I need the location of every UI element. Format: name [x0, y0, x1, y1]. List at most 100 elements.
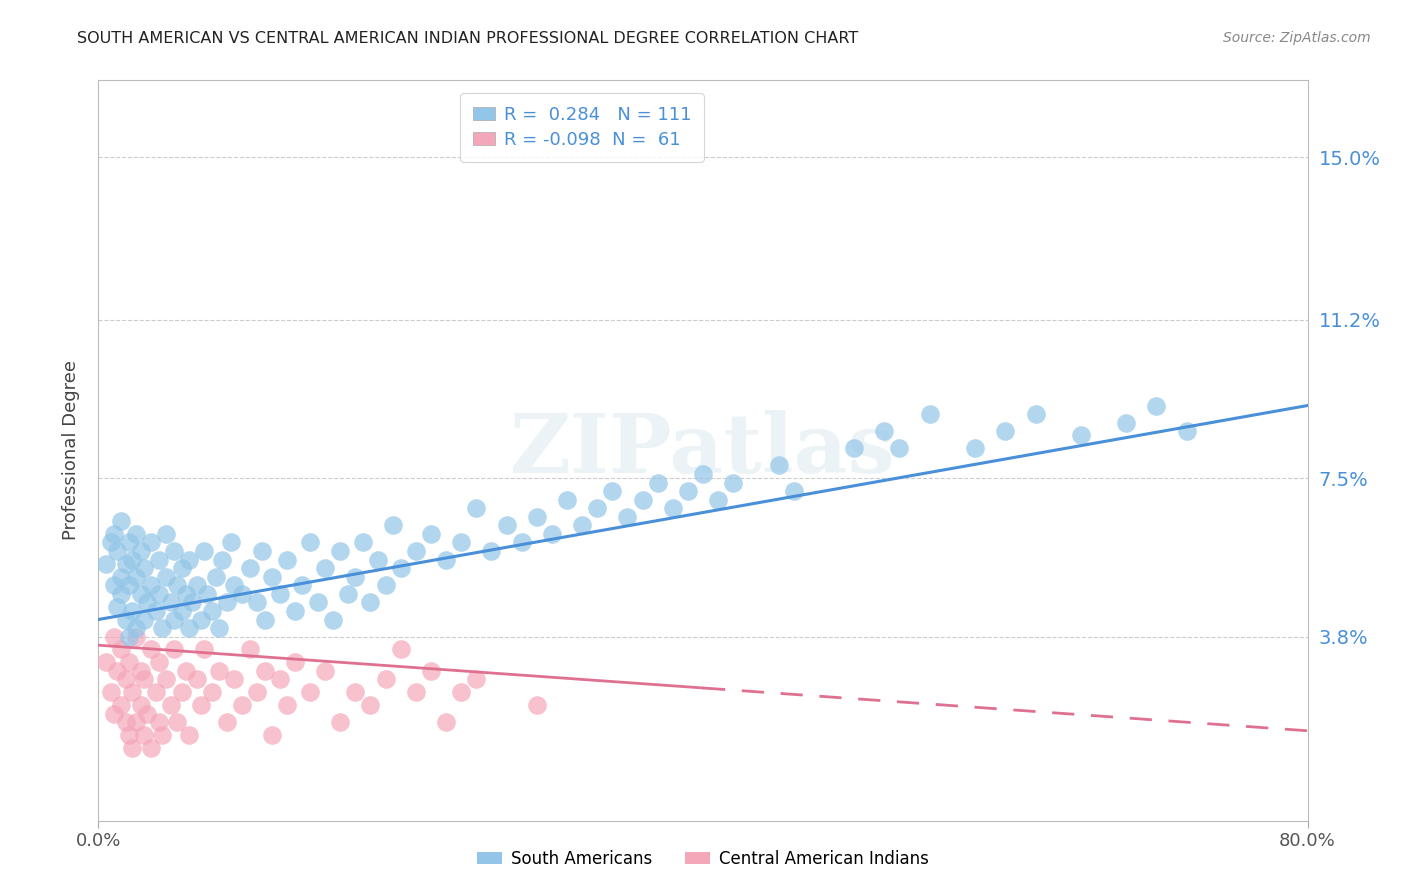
Point: [481, 544, 503, 558]
Point: [125, 630, 148, 644]
Point: [405, 544, 427, 558]
Point: [155, 527, 177, 541]
Point: [420, 664, 443, 678]
Point: [201, 604, 224, 618]
Point: [374, 578, 396, 592]
Point: [150, 621, 173, 635]
Point: [110, 587, 132, 601]
Point: [465, 673, 488, 687]
Point: [450, 685, 472, 699]
Point: [329, 544, 352, 558]
Point: [190, 613, 212, 627]
Point: [201, 685, 224, 699]
Point: [723, 475, 745, 490]
Point: [253, 613, 276, 627]
Point: [110, 642, 132, 657]
Y-axis label: Professional Degree: Professional Degree: [62, 360, 80, 541]
Point: [215, 715, 238, 730]
Legend: R =  0.284   N = 111, R = -0.098  N =  61: R = 0.284 N = 111, R = -0.098 N = 61: [460, 93, 704, 161]
Point: [1115, 416, 1137, 430]
Point: [148, 655, 170, 669]
Point: [231, 698, 253, 712]
Point: [246, 595, 269, 609]
Point: [132, 673, 155, 687]
Point: [186, 673, 208, 687]
Point: [141, 740, 163, 755]
Point: [208, 621, 231, 635]
Point: [276, 552, 298, 566]
Point: [571, 518, 593, 533]
Point: [510, 535, 533, 549]
Point: [284, 655, 307, 669]
Point: [299, 685, 322, 699]
Point: [148, 587, 170, 601]
Point: [389, 642, 412, 657]
Point: [125, 621, 148, 635]
Point: [344, 685, 367, 699]
Point: [148, 715, 170, 730]
Point: [129, 544, 152, 558]
Point: [291, 578, 314, 592]
Point: [647, 475, 669, 490]
Point: [215, 595, 238, 609]
Point: [179, 621, 201, 635]
Point: [103, 578, 125, 592]
Point: [344, 570, 367, 584]
Point: [105, 544, 128, 558]
Point: [163, 642, 186, 657]
Point: [918, 407, 941, 421]
Point: [160, 698, 183, 712]
Legend: South Americans, Central American Indians: South Americans, Central American Indian…: [471, 844, 935, 875]
Point: [125, 527, 148, 541]
Point: [1175, 424, 1198, 438]
Text: ZIPatlas: ZIPatlas: [510, 410, 896, 491]
Point: [121, 740, 143, 755]
Point: [100, 685, 122, 699]
Point: [94, 655, 117, 669]
Point: [239, 561, 262, 575]
Point: [1070, 428, 1092, 442]
Point: [205, 570, 228, 584]
Point: [768, 458, 790, 473]
Point: [110, 514, 132, 528]
Point: [276, 698, 298, 712]
Point: [118, 535, 141, 549]
Point: [246, 685, 269, 699]
Point: [262, 728, 284, 742]
Point: [211, 552, 233, 566]
Point: [132, 728, 155, 742]
Point: [526, 698, 548, 712]
Point: [160, 595, 183, 609]
Point: [631, 492, 654, 507]
Point: [526, 509, 548, 524]
Point: [224, 578, 246, 592]
Point: [208, 664, 231, 678]
Point: [269, 587, 291, 601]
Point: [129, 698, 152, 712]
Point: [114, 557, 136, 571]
Point: [322, 613, 344, 627]
Point: [889, 442, 911, 456]
Point: [389, 561, 412, 575]
Point: [994, 424, 1017, 438]
Point: [141, 642, 163, 657]
Point: [1144, 399, 1167, 413]
Point: [540, 527, 562, 541]
Point: [129, 587, 152, 601]
Point: [253, 664, 276, 678]
Point: [360, 595, 382, 609]
Point: [103, 706, 125, 721]
Point: [602, 484, 624, 499]
Point: [465, 501, 488, 516]
Point: [114, 673, 136, 687]
Point: [105, 664, 128, 678]
Point: [555, 492, 578, 507]
Point: [495, 518, 517, 533]
Point: [163, 613, 186, 627]
Point: [250, 544, 273, 558]
Point: [148, 552, 170, 566]
Point: [155, 570, 177, 584]
Point: [382, 518, 405, 533]
Point: [269, 673, 291, 687]
Point: [103, 630, 125, 644]
